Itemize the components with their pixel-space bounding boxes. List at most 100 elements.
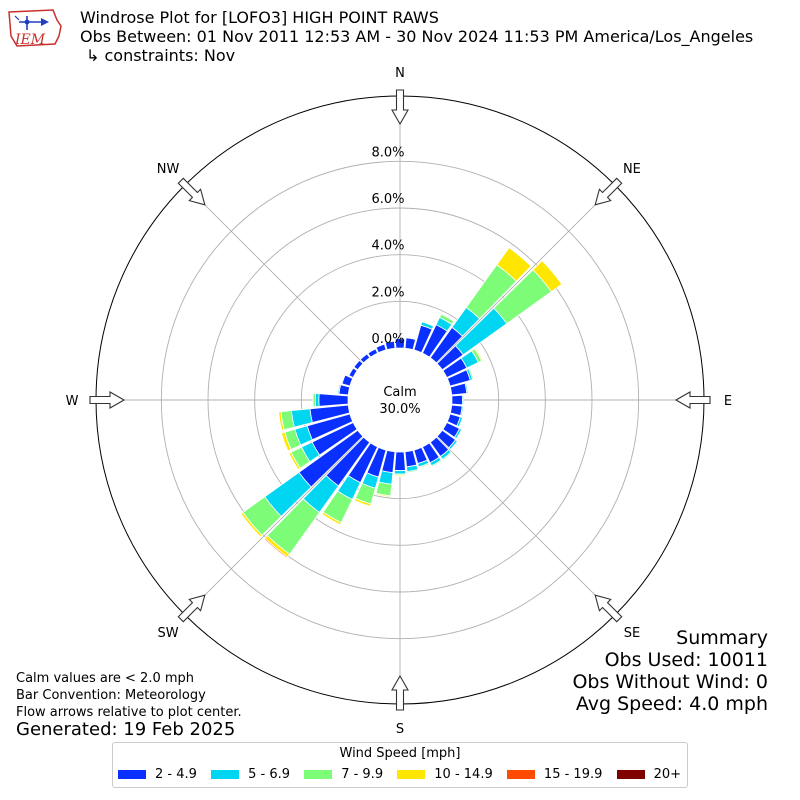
legend-item: 10 - 14.9 xyxy=(397,767,493,782)
windrose-bar xyxy=(431,459,443,468)
spoke-gridline xyxy=(436,184,616,364)
windrose-bar xyxy=(460,405,464,417)
windrose-bar xyxy=(337,383,342,395)
legend-item: 5 - 6.9 xyxy=(211,767,290,782)
compass-label-nw: NW xyxy=(157,162,180,177)
compass-label-ne: NE xyxy=(623,162,641,177)
compass-label-s: S xyxy=(396,722,404,737)
compass-label-sw: SW xyxy=(158,626,179,641)
legend-item: 7 - 9.9 xyxy=(304,767,383,782)
generated-date: Generated: 19 Feb 2025 xyxy=(16,719,236,740)
windrose-bar xyxy=(468,367,475,381)
legend-swatch xyxy=(118,770,146,779)
legend-item: 20+ xyxy=(616,767,681,782)
radial-tick-label: 4.0% xyxy=(371,239,404,254)
windrose-bar xyxy=(404,337,417,351)
flow-arrow-icon xyxy=(594,177,623,206)
windrose-bar xyxy=(263,537,289,559)
summary-obs-without-wind: Obs Without Wind: 0 xyxy=(572,671,768,693)
flow-arrow-icon xyxy=(89,391,126,409)
ring-gridline xyxy=(300,300,500,500)
calm-note: Calm values are < 2.0 mph xyxy=(16,671,195,686)
constraints-line: ↳ constraints: Nov xyxy=(86,46,236,65)
windrose-bar xyxy=(420,321,435,330)
windrose-bar xyxy=(474,347,484,362)
windrose-bar xyxy=(461,394,465,406)
legend-title: Wind Speed [mph] xyxy=(339,746,461,761)
summary-obs-used: Obs Used: 10011 xyxy=(604,649,768,671)
legend-swatch xyxy=(211,770,240,779)
legend-label: 5 - 6.9 xyxy=(248,767,290,782)
windrose-bar xyxy=(321,511,342,526)
flow-arrow-icon xyxy=(177,177,206,206)
legend-label: 15 - 19.9 xyxy=(543,767,603,782)
radial-tick-label: 0.0% xyxy=(371,332,404,347)
windrose-bar xyxy=(453,427,463,440)
title-block: Windrose Plot for [LOFO3] HIGH POINT RAW… xyxy=(80,8,753,65)
ring-gridline xyxy=(160,160,640,640)
iem-logo: IEM xyxy=(5,6,63,52)
spoke-gridline xyxy=(184,184,364,364)
windrose-bar xyxy=(288,451,301,471)
legend-label: 20+ xyxy=(653,767,681,782)
calm-value: 30.0% xyxy=(379,402,420,417)
windrose-bar xyxy=(375,492,392,498)
radial-tick-label: 2.0% xyxy=(371,285,404,300)
spoke-gridline xyxy=(436,436,616,616)
calm-circle xyxy=(348,348,452,452)
windrose-bar xyxy=(278,411,285,431)
legend-item: 2 - 4.9 xyxy=(118,767,197,782)
windrose-bar xyxy=(280,431,292,452)
summary-avg-speed: Avg Speed: 4.0 mph xyxy=(575,693,768,715)
legend-items: 2 - 4.9 5 - 6.9 7 - 9.9 10 - 14.9 15 - 19.9 2… xyxy=(113,761,687,782)
windrose-bar xyxy=(290,408,313,428)
summary-block: Summary Obs Used: 10011 Obs Without Wind… xyxy=(572,627,768,715)
windrose-bar xyxy=(418,462,430,469)
windrose-bar xyxy=(451,394,463,406)
windrose-bar xyxy=(318,393,349,407)
svg-text:IEM: IEM xyxy=(14,32,46,48)
legend-label: 10 - 14.9 xyxy=(434,767,493,782)
spoke-gridline xyxy=(184,436,364,616)
flow-arrow-icon xyxy=(177,594,206,623)
ring-gridline xyxy=(207,207,593,593)
compass-label-e: E xyxy=(724,394,732,409)
summary-heading: Summary xyxy=(676,627,768,649)
legend-swatch xyxy=(616,770,645,779)
windrose-bar xyxy=(496,247,532,282)
bar-convention-note: Bar Convention: Meteorology xyxy=(16,688,206,703)
legend: Wind Speed [mph] 2 - 4.9 5 - 6.9 7 - 9.9 10… xyxy=(112,742,688,788)
legend-label: 7 - 9.9 xyxy=(341,767,384,782)
windrose-bar xyxy=(353,497,372,507)
windrose-bar xyxy=(314,393,320,407)
windrose-bar xyxy=(532,260,563,293)
chart-subtitle: Obs Between: 01 Nov 2011 12:53 AM - 30 N… xyxy=(80,27,754,46)
windrose-bar xyxy=(464,382,469,394)
windrose-bar xyxy=(449,404,463,417)
legend-swatch xyxy=(506,770,535,779)
compass-label-w: W xyxy=(66,394,79,409)
windrose-bar xyxy=(441,451,453,461)
windrose-bar xyxy=(406,469,419,474)
compass-label-n: N xyxy=(395,66,405,81)
calm-label: Calm xyxy=(383,385,416,400)
legend-item: 15 - 19.9 xyxy=(506,767,603,782)
windrose-bar xyxy=(393,470,407,475)
radial-tick-label: 8.0% xyxy=(371,145,404,160)
flow-arrow-icon xyxy=(674,391,711,409)
flow-arrow-icon xyxy=(391,89,409,126)
legend-label: 2 - 4.9 xyxy=(155,767,197,782)
windrose-bar xyxy=(456,416,463,428)
flow-arrow-icon xyxy=(594,594,623,623)
flow-arrow-icon xyxy=(391,674,409,711)
compass-label-se: SE xyxy=(624,626,640,641)
legend-swatch xyxy=(397,770,426,779)
notes-block: Calm values are < 2.0 mph Bar Convention… xyxy=(16,670,242,721)
chart-title: Windrose Plot for [LOFO3] HIGH POINT RAW… xyxy=(80,8,439,27)
radial-tick-label: 6.0% xyxy=(371,192,404,207)
flow-arrows-note: Flow arrows relative to plot center. xyxy=(16,705,242,720)
windrose-bar xyxy=(394,451,406,472)
windrose-bar xyxy=(448,439,459,451)
windrose-bar xyxy=(393,474,407,477)
